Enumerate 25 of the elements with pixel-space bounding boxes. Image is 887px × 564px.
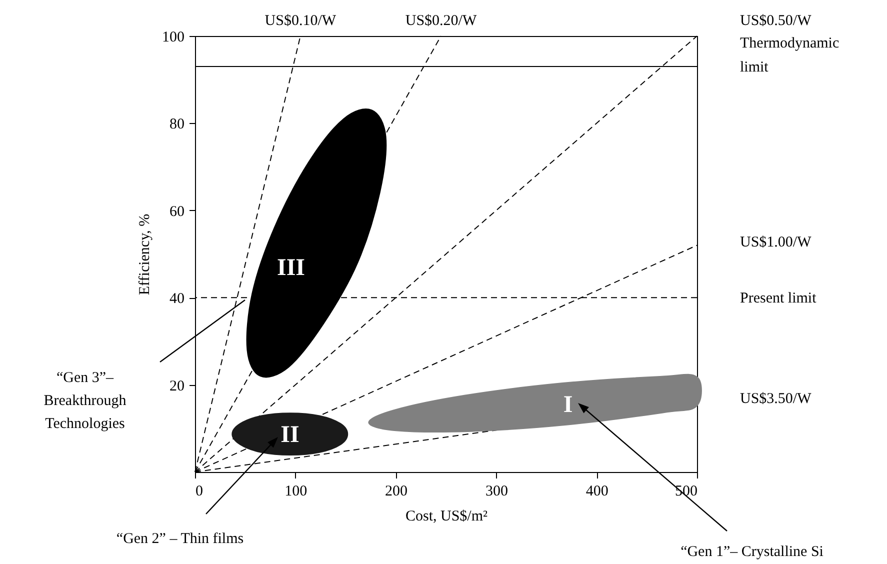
- y-tick-label: 80: [170, 116, 184, 133]
- y-tick-label: 40: [170, 291, 184, 308]
- series-label: US$0.10/W: [264, 13, 337, 29]
- x-tick-label: 0: [196, 484, 203, 500]
- text: “Gen 1”– Crystalline Si: [680, 544, 824, 560]
- x-tick-label: 300: [485, 484, 508, 500]
- annotation: I: [563, 392, 573, 418]
- series-label: US$0.20/W: [405, 13, 478, 29]
- text: US$3.50/W: [740, 391, 812, 408]
- x-axis-title: Cost, US$/m²: [405, 508, 488, 524]
- x-tick-label: 200: [385, 484, 408, 500]
- y-tick-label: 60: [170, 204, 184, 220]
- text: “Gen 2” – Thin films: [116, 531, 244, 547]
- text: “Gen 3”– Breakthrough Technologies: [44, 370, 127, 432]
- x-tick-label: 100: [284, 484, 308, 500]
- y-axis-title: Efficiency, %: [137, 214, 153, 296]
- text: US$0.50/W: [740, 13, 812, 29]
- text: US$1.00/W: [740, 234, 812, 250]
- y-tick-label: 100: [162, 30, 184, 46]
- x-tick-label: 400: [586, 484, 608, 500]
- annotation: III: [276, 255, 306, 281]
- y-tick-label: 20: [170, 378, 184, 394]
- ref-line-label: Thermodynamic limit: [740, 36, 840, 76]
- annotation: II: [280, 422, 300, 448]
- ref-line-label: Present limit: [740, 290, 818, 307]
